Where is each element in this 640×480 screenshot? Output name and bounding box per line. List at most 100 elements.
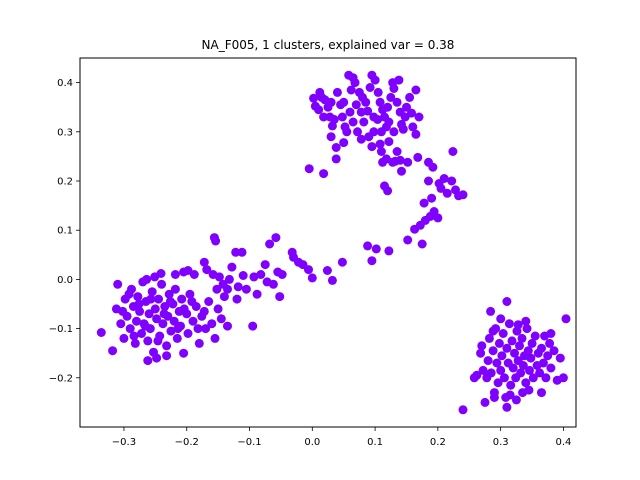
data-point xyxy=(177,294,187,304)
data-point xyxy=(545,338,555,348)
data-point xyxy=(488,326,498,336)
data-point xyxy=(169,316,179,326)
data-point xyxy=(189,270,199,279)
data-point xyxy=(165,297,175,306)
data-point xyxy=(193,324,203,334)
data-point xyxy=(546,363,556,373)
data-point xyxy=(397,166,406,176)
data-point xyxy=(502,297,512,306)
data-point xyxy=(389,127,399,137)
data-point xyxy=(118,306,128,316)
data-point xyxy=(172,333,182,343)
data-point xyxy=(183,329,193,338)
y-axis: −0.2 −0.1 0.0 0.1 0.2 0.3 0.4 xyxy=(49,78,80,384)
data-point xyxy=(332,87,342,97)
data-point xyxy=(356,107,366,117)
data-point xyxy=(499,373,509,383)
data-point xyxy=(549,346,559,356)
data-point xyxy=(346,85,356,95)
data-point xyxy=(380,181,389,191)
data-point xyxy=(142,274,152,284)
data-point xyxy=(518,361,528,370)
data-point xyxy=(405,92,415,102)
data-point xyxy=(403,235,413,245)
data-point xyxy=(373,87,383,97)
x-tick-label: 0.0 xyxy=(304,437,320,448)
data-point xyxy=(319,112,329,122)
data-point xyxy=(187,297,197,306)
data-point xyxy=(508,363,518,373)
data-point xyxy=(331,143,341,152)
data-point xyxy=(340,122,350,132)
data-point xyxy=(394,75,404,85)
x-tick-label: −0.1 xyxy=(237,437,261,448)
data-point xyxy=(113,279,123,289)
data-point xyxy=(496,314,506,324)
data-point xyxy=(478,365,488,375)
y-tick-label: 0.3 xyxy=(57,127,73,138)
data-point xyxy=(546,329,556,338)
data-point xyxy=(241,284,251,294)
data-point xyxy=(188,316,198,326)
data-point xyxy=(140,321,150,331)
data-point xyxy=(502,343,512,353)
data-point xyxy=(530,331,540,341)
data-point xyxy=(359,117,369,127)
x-tick-label: 0.3 xyxy=(493,437,509,448)
y-tick-label: −0.2 xyxy=(49,373,73,384)
data-point xyxy=(327,275,337,285)
data-point xyxy=(502,402,512,412)
data-point xyxy=(248,321,258,331)
data-point xyxy=(232,294,242,304)
data-point xyxy=(427,193,437,203)
data-point xyxy=(152,353,162,363)
data-point xyxy=(119,333,129,343)
data-point xyxy=(150,304,160,314)
data-point xyxy=(154,294,163,304)
data-point xyxy=(511,395,521,405)
data-point xyxy=(309,93,319,103)
data-point xyxy=(414,112,424,122)
data-point xyxy=(277,270,287,279)
y-tick-label: −0.1 xyxy=(49,324,73,335)
data-point xyxy=(207,319,217,329)
data-point xyxy=(201,324,211,334)
data-point xyxy=(364,132,374,142)
data-point xyxy=(436,183,446,193)
data-point xyxy=(310,101,320,111)
data-point xyxy=(498,329,508,338)
data-point xyxy=(144,309,154,319)
data-point xyxy=(224,274,234,284)
data-point xyxy=(402,102,411,112)
data-point xyxy=(304,265,313,275)
data-point xyxy=(424,176,433,186)
data-point xyxy=(365,83,375,92)
data-point xyxy=(483,356,493,366)
data-point xyxy=(413,152,423,162)
data-point xyxy=(212,284,222,294)
data-point xyxy=(361,97,371,107)
data-point xyxy=(492,358,502,368)
data-point xyxy=(331,154,341,164)
data-point xyxy=(327,121,337,131)
data-point xyxy=(541,373,551,383)
data-point xyxy=(219,292,229,302)
data-point xyxy=(424,157,433,167)
data-point xyxy=(486,306,496,316)
data-point xyxy=(152,314,162,324)
x-tick-label: −0.3 xyxy=(112,437,136,448)
data-point xyxy=(506,380,516,390)
data-point xyxy=(146,294,156,304)
data-point xyxy=(386,92,396,102)
data-point xyxy=(543,351,553,361)
data-point xyxy=(130,338,140,348)
data-point xyxy=(135,306,145,316)
data-point xyxy=(373,115,383,124)
data-point xyxy=(376,147,386,156)
data-point xyxy=(383,102,393,112)
x-axis: −0.3 −0.2 −0.1 0.0 0.1 0.2 0.3 0.4 xyxy=(112,427,571,448)
data-point xyxy=(348,117,358,127)
data-point xyxy=(211,236,221,246)
data-point xyxy=(336,100,346,110)
data-point xyxy=(202,265,212,275)
